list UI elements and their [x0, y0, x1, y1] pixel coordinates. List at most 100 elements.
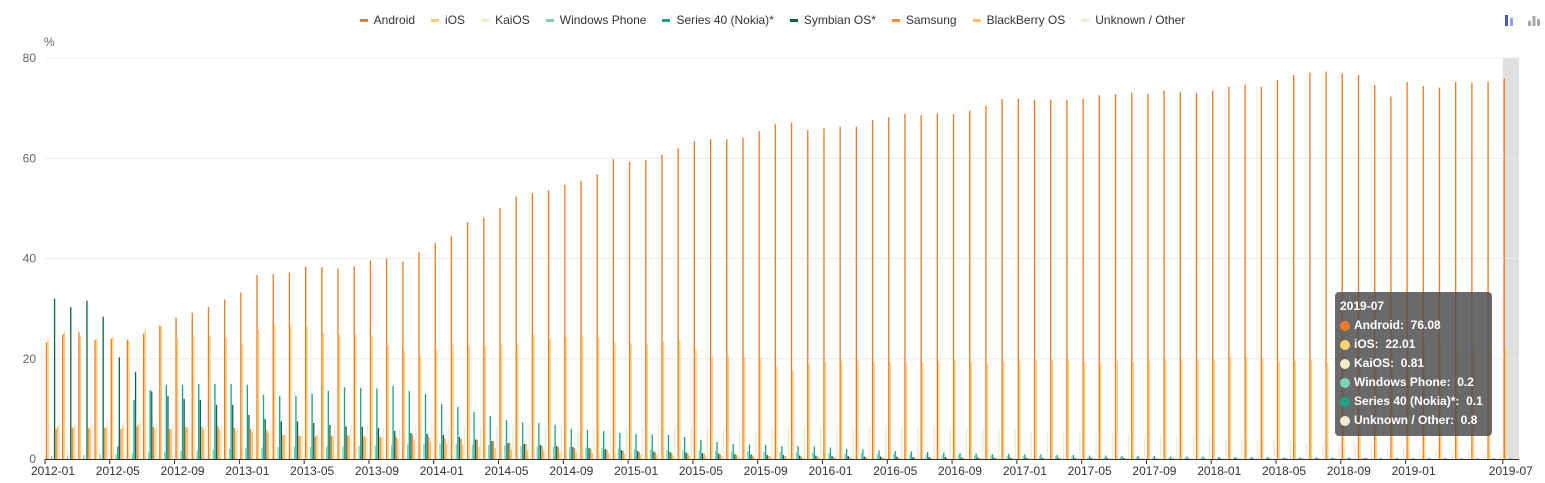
bar [1189, 458, 1191, 459]
legend-swatch [359, 18, 368, 22]
bar [1152, 457, 1154, 459]
bar [844, 453, 846, 459]
bar [447, 425, 449, 459]
bar [1459, 458, 1462, 459]
legend-item[interactable]: KaiOS [481, 13, 530, 27]
toolbox [1503, 13, 1541, 27]
tooltip-row: Unknown / Other: 0.8 [1340, 411, 1484, 430]
bar [1412, 458, 1415, 459]
bar [1147, 93, 1149, 459]
bar [769, 457, 772, 459]
bar [1474, 454, 1476, 459]
bar [462, 444, 464, 459]
bar [601, 447, 603, 459]
bar [329, 424, 331, 459]
bar [455, 443, 457, 459]
legend-item[interactable]: Unknown / Other [1081, 13, 1185, 27]
bar [1228, 86, 1230, 459]
bar [338, 334, 341, 459]
bar [225, 337, 227, 459]
legend-swatch [1081, 18, 1090, 22]
bar [371, 335, 373, 459]
legend-item[interactable]: BlackBerry OS [972, 13, 1066, 27]
bar [836, 424, 838, 459]
bar [204, 424, 206, 459]
bar [1349, 458, 1352, 459]
bar [170, 428, 172, 459]
bar [505, 419, 508, 459]
x-tick-label: 2016-09 [938, 464, 982, 478]
bar [727, 355, 730, 459]
tooltip-label: Unknown / Other [1354, 413, 1450, 427]
bar [94, 339, 96, 459]
bar [1317, 458, 1319, 459]
bar [824, 362, 827, 459]
bar [852, 425, 854, 459]
legend-label: KaiOS [495, 13, 530, 27]
bar [55, 428, 57, 459]
bar [468, 345, 470, 459]
bar-chart-icon[interactable] [1503, 13, 1517, 27]
bar [300, 435, 302, 459]
bar [1114, 94, 1117, 459]
bar [74, 423, 77, 459]
bar [640, 454, 642, 459]
bar [181, 384, 184, 459]
bar [1131, 92, 1133, 459]
bar [66, 455, 69, 459]
bar [246, 384, 248, 459]
bar [944, 457, 947, 459]
bar [147, 452, 150, 459]
bar [311, 393, 313, 459]
bar [718, 453, 720, 459]
bar [236, 426, 239, 459]
bar [274, 324, 276, 459]
bar [395, 436, 397, 459]
tooltip-row: KaiOS: 0.81 [1340, 354, 1484, 373]
bar [167, 395, 169, 459]
bar [633, 448, 636, 459]
legend-item[interactable]: Windows Phone [545, 13, 646, 27]
bar [637, 450, 639, 459]
bar [970, 361, 973, 459]
bar [1273, 440, 1275, 459]
bar [1067, 359, 1070, 459]
bar [466, 221, 469, 459]
bar [552, 446, 555, 459]
bar [1427, 458, 1429, 459]
bar [687, 453, 689, 459]
bar [209, 335, 211, 459]
bar [45, 342, 48, 459]
bar [1205, 458, 1207, 459]
bar [154, 427, 156, 459]
bar [1079, 432, 1081, 459]
stack-chart-icon[interactable] [1527, 13, 1541, 27]
legend-item[interactable]: Series 40 (Nokia)* [662, 13, 774, 27]
legend: Android iOS KaiOS Windows Phone Series 40 (N… [0, 10, 1545, 30]
bar [624, 453, 626, 459]
bar [1328, 458, 1330, 459]
bar [517, 344, 519, 459]
bar [78, 332, 80, 459]
bar [654, 452, 657, 459]
bar [538, 422, 540, 459]
bar [975, 453, 977, 459]
legend-item[interactable]: Samsung [891, 13, 957, 27]
bar [1393, 456, 1395, 459]
bar [249, 428, 252, 459]
bar [121, 425, 124, 459]
tooltip-label: Android [1354, 318, 1400, 332]
bar [722, 428, 725, 459]
bar [570, 428, 572, 459]
bar [1338, 444, 1340, 459]
bar [363, 435, 365, 459]
bar [267, 432, 270, 459]
bar [603, 430, 605, 459]
legend-label: BlackBerry OS [986, 13, 1066, 27]
legend-item[interactable]: iOS [431, 13, 465, 27]
legend-swatch [545, 18, 554, 22]
bar [413, 439, 415, 459]
legend-item[interactable]: Android [359, 13, 415, 27]
bar [752, 455, 754, 459]
legend-item[interactable]: Symbian OS* [789, 13, 876, 27]
